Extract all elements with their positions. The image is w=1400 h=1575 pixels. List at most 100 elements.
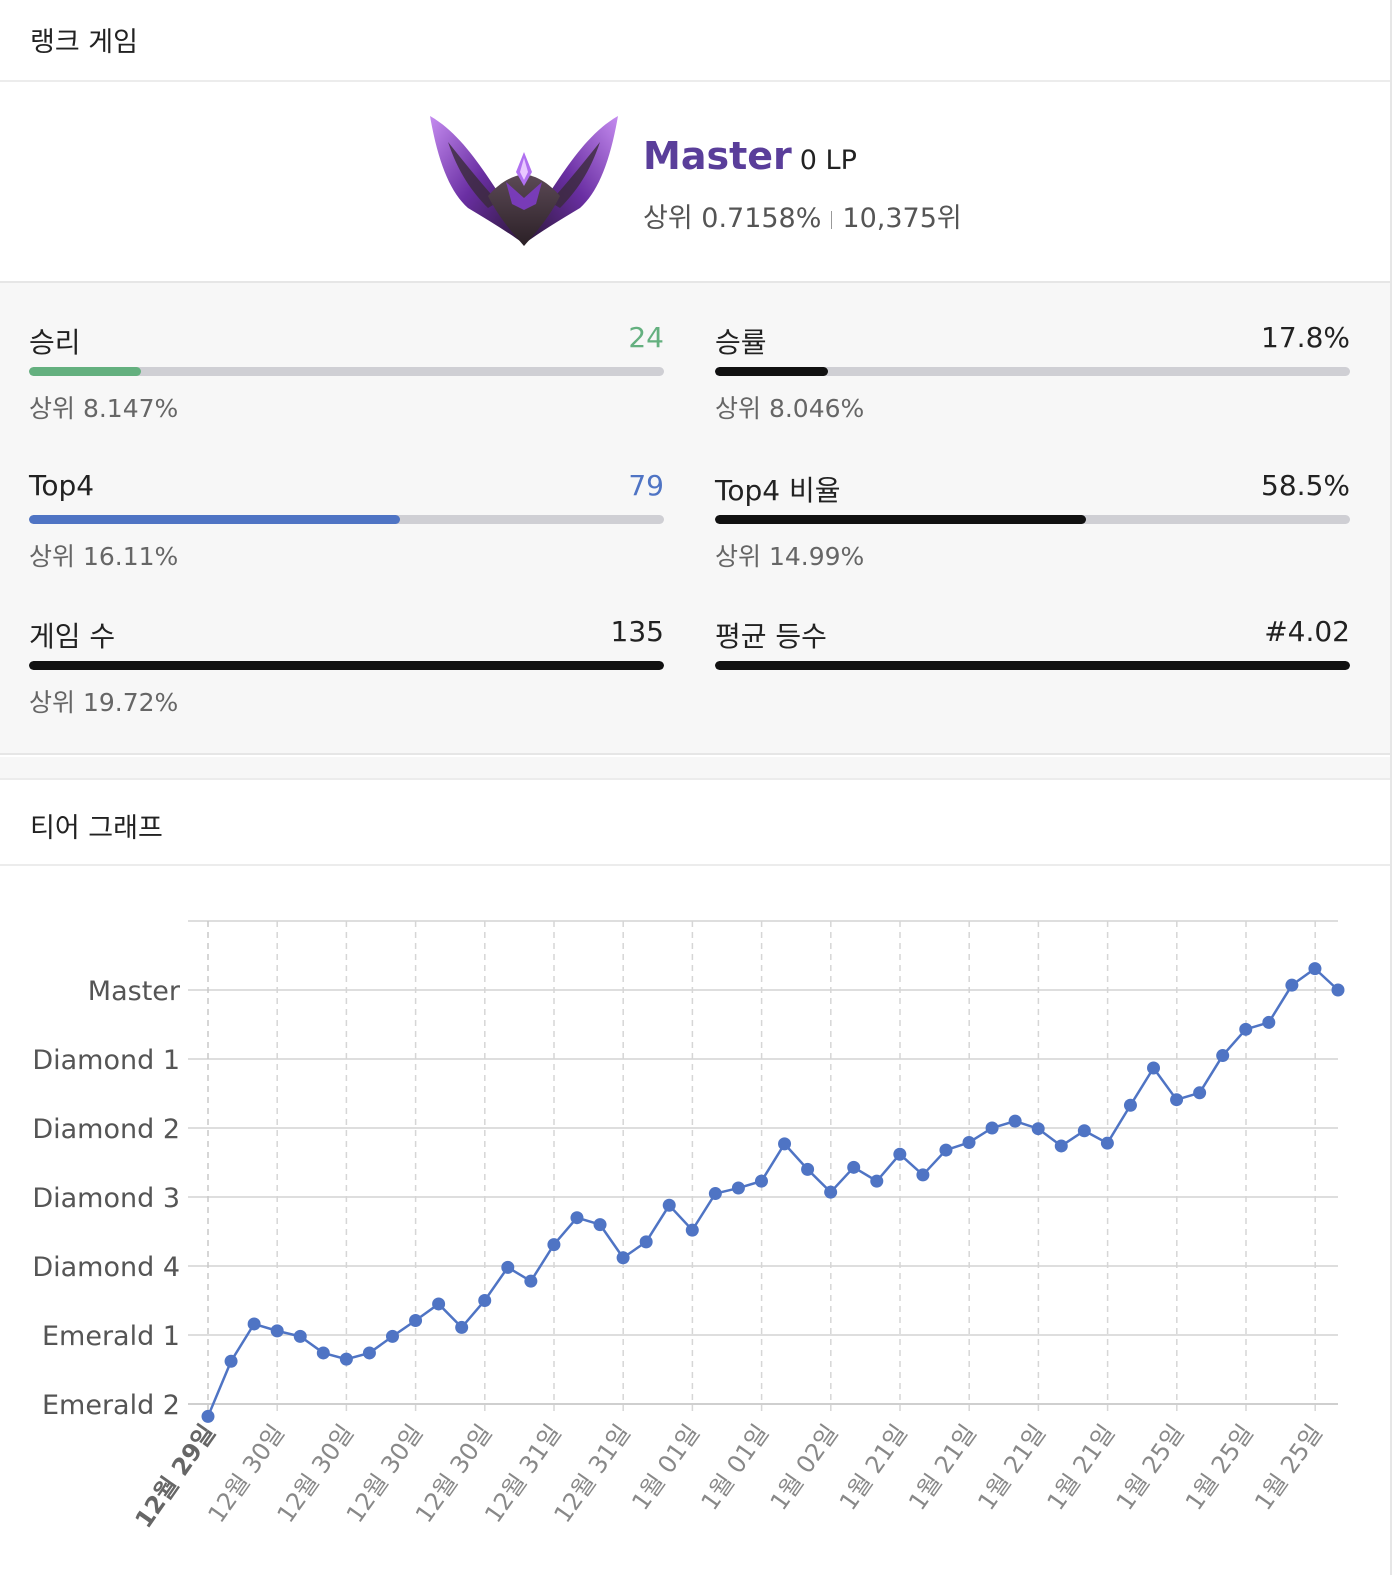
chart-data-point [708, 1187, 722, 1201]
stat-card: 평균 등수 #4.02 [715, 577, 1350, 687]
ranked-section-title: 랭크 게임 [30, 27, 138, 58]
stat-progress-fill [715, 515, 1087, 524]
chart-data-point [339, 1352, 353, 1366]
chart-x-tick-label: 1월 21일 [972, 1419, 1051, 1515]
chart-data-point [385, 1329, 399, 1343]
stat-card: Top4 79 상위 16.11% [29, 431, 664, 571]
stat-value: #4.02 [1264, 615, 1350, 648]
stat-progress-bar [29, 367, 664, 376]
top-percent: 상위 0.7158% [643, 203, 822, 234]
rank-line: 상위 0.7158% 10,375위 [643, 196, 962, 235]
chart-y-tick-label: Diamond 3 [32, 1183, 180, 1214]
chart-data-point [1054, 1139, 1068, 1153]
rank-divider [831, 210, 833, 229]
chart-data-point [409, 1314, 423, 1328]
tier-name: Master [643, 134, 792, 178]
section-gap [0, 757, 1390, 778]
chart-x-tick-label: 1월 02일 [765, 1419, 844, 1515]
chart-data-point [432, 1297, 446, 1311]
stat-label: Top4 비율 [715, 474, 841, 507]
chart-data-point [778, 1137, 792, 1151]
rank-position: 10,375위 [842, 203, 962, 234]
tier-graph-container: Emerald 2 Emerald 1 Diamond 4 Diamond 3 Diam… [0, 866, 1390, 1575]
stat-value: 17.8% [1261, 321, 1350, 354]
rank-profile: Master 0 LP 상위 0.7158% 10,375위 [0, 82, 1390, 283]
chart-y-tick-label: Diamond 1 [32, 1045, 180, 1076]
chart-data-point [247, 1317, 261, 1331]
chart-y-tick-label: Emerald 2 [42, 1390, 180, 1421]
chart-data-point [455, 1320, 469, 1334]
chart-data-point [1285, 978, 1299, 992]
stat-progress-bar [29, 515, 664, 524]
stat-progress-fill [29, 661, 664, 670]
chart-data-point [731, 1181, 745, 1195]
chart-data-point [662, 1198, 676, 1212]
chart-data-point [593, 1218, 607, 1232]
stat-label: 승리 [29, 326, 81, 359]
stat-progress-fill [715, 661, 1350, 670]
chart-data-point [639, 1235, 653, 1249]
chart-data-point [1170, 1093, 1184, 1107]
chart-y-tick-label: Diamond 4 [32, 1252, 180, 1283]
tier-graph-section-header: 티어 그래프 [0, 778, 1390, 866]
stat-progress-bar [715, 515, 1350, 524]
chart-data-point [570, 1211, 584, 1225]
tier-graph-chart: Emerald 2 Emerald 1 Diamond 4 Diamond 3 Diam… [32, 920, 1345, 1533]
chart-data-point [754, 1174, 768, 1188]
chart-data-point [1031, 1122, 1045, 1136]
chart-x-tick-label: 1월 21일 [903, 1419, 982, 1515]
chart-series-line [206, 966, 1339, 1417]
tier-graph-section-title: 티어 그래프 [30, 813, 163, 844]
chart-data-point [1077, 1124, 1091, 1138]
stat-label: 평균 등수 [715, 620, 827, 653]
chart-data-point [801, 1162, 815, 1176]
chart-x-tick-label: 1월 01일 [626, 1419, 705, 1515]
chart-x-tick-label: 1월 25일 [1111, 1419, 1190, 1515]
chart-data-point [293, 1329, 307, 1343]
stat-progress-fill [29, 367, 141, 376]
chart-data-point [939, 1143, 953, 1157]
chart-data-point [1216, 1049, 1230, 1063]
chart-x-tick-label: 1월 25일 [1249, 1419, 1328, 1515]
chart-data-point [847, 1160, 861, 1174]
chart-data-point [962, 1135, 976, 1149]
stat-label: 승률 [715, 326, 767, 359]
tier-line: Master 0 LP [643, 134, 857, 178]
stat-value: 58.5% [1261, 469, 1350, 502]
chart-data-point [1262, 1015, 1276, 1029]
stat-card: 승리 24 상위 8.147% [29, 283, 664, 423]
stat-card: 게임 수 135 상위 19.72% [29, 577, 664, 717]
stat-progress-fill [29, 515, 401, 524]
chart-data-point [362, 1346, 376, 1360]
stat-percentile: 상위 8.046% [715, 394, 865, 423]
chart-data-point [501, 1260, 515, 1274]
chart-y-tick-label: Master [88, 976, 181, 1007]
chart-data-point [547, 1238, 561, 1252]
chart-y-tick-label: Emerald 1 [42, 1321, 180, 1352]
chart-data-point [1239, 1022, 1253, 1036]
chart-data-point [1193, 1086, 1207, 1100]
stat-card: Top4 비율 58.5% 상위 14.99% [715, 431, 1350, 571]
stat-value: 24 [628, 321, 664, 354]
chart-data-point [616, 1251, 630, 1265]
tier-lp: 0 LP [799, 145, 857, 176]
chart-data-point [224, 1354, 238, 1368]
stat-percentile: 상위 8.147% [29, 394, 179, 423]
chart-data-point [524, 1274, 538, 1288]
chart-data-point [1008, 1114, 1022, 1128]
stat-percentile: 상위 16.11% [29, 542, 179, 571]
chart-x-tick-label: 1월 21일 [1042, 1419, 1121, 1515]
ranked-section-header: 랭크 게임 [0, 0, 1390, 82]
chart-data-point [824, 1185, 838, 1199]
stat-progress-bar [29, 661, 664, 670]
master-emblem-icon [430, 116, 618, 246]
chart-y-tick-label: Diamond 2 [32, 1114, 180, 1145]
chart-data-point [1100, 1136, 1114, 1150]
stat-value: 79 [628, 469, 664, 502]
chart-x-tick-label: 1월 21일 [834, 1419, 913, 1515]
chart-x-tick-label: 1월 01일 [696, 1419, 775, 1515]
chart-data-point [1308, 962, 1322, 976]
chart-data-point [1331, 983, 1345, 997]
chart-data-point [685, 1223, 699, 1237]
stat-percentile: 상위 19.72% [29, 688, 179, 717]
